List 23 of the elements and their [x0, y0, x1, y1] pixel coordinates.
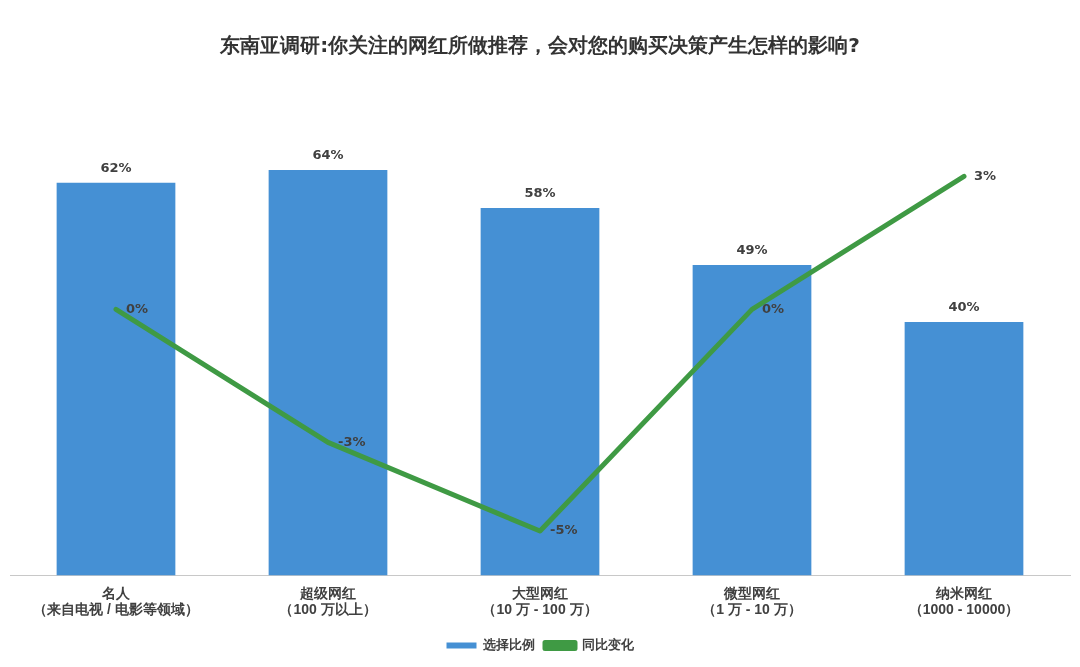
- data-label: -5%: [550, 522, 578, 538]
- legend-label: 选择比例: [482, 637, 535, 653]
- x-tick-label: 大型网红（10 万 - 100 万）: [482, 584, 598, 618]
- data-label: 0%: [126, 300, 149, 316]
- x-tick-label: 超级网红（100 万以上）: [279, 584, 377, 618]
- x-tick-label: 微型网红（1 万 - 10 万）: [702, 584, 802, 618]
- data-label: 62%: [100, 159, 132, 175]
- data-label: 49%: [736, 241, 768, 257]
- bar: [480, 208, 600, 576]
- data-label: -3%: [338, 433, 366, 449]
- bar: [904, 322, 1024, 576]
- chart-title: 东南亚调研:你关注的网红所做推荐，会对您的购买决策产生怎样的影响?: [219, 32, 861, 59]
- data-label: 40%: [948, 298, 980, 314]
- data-label: 0%: [762, 300, 785, 316]
- data-label: 58%: [524, 184, 556, 200]
- bar: [692, 265, 812, 576]
- bar: [268, 170, 388, 576]
- bar: [56, 182, 176, 576]
- legend-label: 同比变化: [581, 637, 635, 653]
- data-label: 64%: [312, 146, 344, 162]
- data-label: 3%: [974, 167, 997, 183]
- x-tick-label: 名人（来自电视 / 电影等领域）: [33, 584, 199, 618]
- x-tick-label: 纳米网红（1000 - 10000）: [908, 584, 1020, 618]
